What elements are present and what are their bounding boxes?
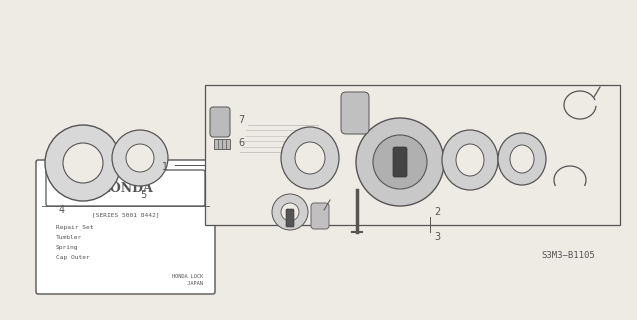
Circle shape bbox=[272, 194, 308, 230]
Circle shape bbox=[112, 130, 168, 186]
Text: 6: 6 bbox=[238, 138, 244, 148]
Text: 1: 1 bbox=[162, 162, 168, 172]
Text: HONDA: HONDA bbox=[98, 181, 153, 195]
Ellipse shape bbox=[456, 144, 484, 176]
Circle shape bbox=[45, 125, 121, 201]
FancyBboxPatch shape bbox=[341, 92, 369, 134]
Text: 7: 7 bbox=[238, 115, 244, 125]
Text: 4: 4 bbox=[59, 205, 65, 215]
FancyBboxPatch shape bbox=[286, 209, 294, 227]
Polygon shape bbox=[240, 125, 318, 152]
Polygon shape bbox=[205, 85, 620, 225]
FancyBboxPatch shape bbox=[36, 160, 215, 294]
Ellipse shape bbox=[295, 142, 325, 174]
Text: Repair Set: Repair Set bbox=[56, 225, 94, 230]
Text: Spring: Spring bbox=[56, 245, 78, 250]
Text: Cap Outer: Cap Outer bbox=[56, 255, 90, 260]
Text: 2: 2 bbox=[434, 207, 440, 217]
FancyBboxPatch shape bbox=[393, 147, 407, 177]
Ellipse shape bbox=[510, 145, 534, 173]
Text: [SERIES 5001 8442]: [SERIES 5001 8442] bbox=[92, 212, 159, 217]
Circle shape bbox=[126, 144, 154, 172]
Text: Tumbler: Tumbler bbox=[56, 235, 82, 240]
Ellipse shape bbox=[356, 118, 444, 206]
Ellipse shape bbox=[498, 133, 546, 185]
Ellipse shape bbox=[373, 135, 427, 189]
Bar bbox=[214, 139, 230, 149]
Circle shape bbox=[63, 143, 103, 183]
Ellipse shape bbox=[442, 130, 498, 190]
Text: S3M3−B1105: S3M3−B1105 bbox=[541, 251, 595, 260]
FancyBboxPatch shape bbox=[210, 107, 230, 137]
Text: 5: 5 bbox=[140, 190, 146, 200]
Ellipse shape bbox=[281, 127, 339, 189]
Text: 3: 3 bbox=[434, 232, 440, 242]
Text: HONDA LOCK
  JAPAN: HONDA LOCK JAPAN bbox=[172, 275, 203, 286]
Circle shape bbox=[281, 203, 299, 221]
FancyBboxPatch shape bbox=[311, 203, 329, 229]
